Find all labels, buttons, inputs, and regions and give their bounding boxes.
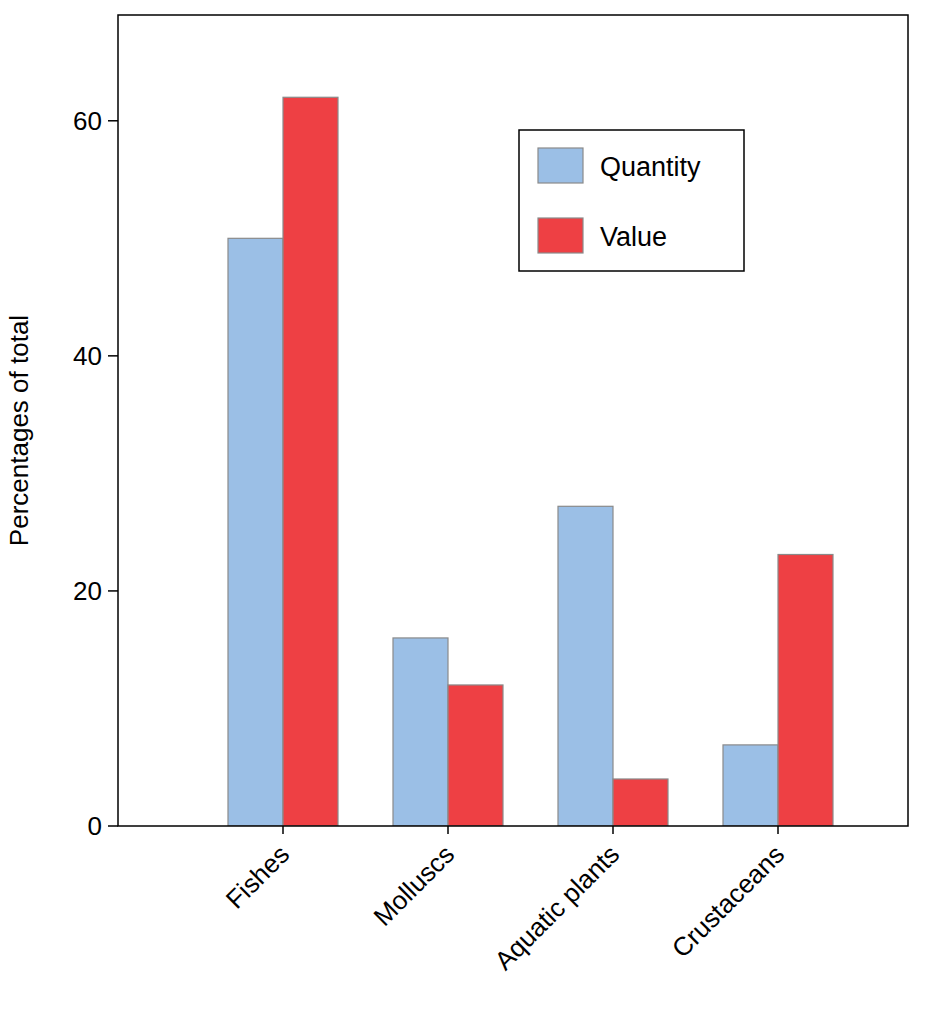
bar xyxy=(228,238,283,826)
plot-frame xyxy=(118,15,908,826)
bar xyxy=(778,554,833,826)
legend-swatch xyxy=(538,218,583,253)
y-tick-label: 0 xyxy=(88,811,102,841)
x-tick xyxy=(282,826,284,834)
y-tick xyxy=(108,590,118,592)
chart-root: 0 20 40 60 Fishes Molluscs Aquatic plants Crust… xyxy=(0,0,950,1017)
y-tick xyxy=(108,355,118,357)
y-tick-label: 40 xyxy=(73,341,102,371)
x-tick xyxy=(447,826,449,834)
legend-label: Value xyxy=(600,222,667,252)
legend: Quantity Value xyxy=(519,130,744,271)
legend-label: Quantity xyxy=(600,152,701,182)
bar xyxy=(558,506,613,826)
bar xyxy=(613,779,668,826)
bar xyxy=(283,97,338,826)
y-tick-label: 20 xyxy=(73,576,102,606)
x-tick-label: Fishes xyxy=(220,839,295,914)
y-tick-label: 60 xyxy=(73,106,102,136)
x-tick xyxy=(777,826,779,834)
bar xyxy=(723,745,778,826)
bar xyxy=(448,685,503,826)
bar xyxy=(393,638,448,826)
legend-box xyxy=(519,130,744,271)
y-tick xyxy=(108,120,118,122)
y-tick xyxy=(108,825,118,827)
x-tick-label: Aquatic plants xyxy=(489,839,626,976)
x-tick-label: Crustaceans xyxy=(666,839,790,963)
bars xyxy=(228,97,833,826)
x-tick xyxy=(612,826,614,834)
chart: 0 20 40 60 Fishes Molluscs Aquatic plants Crust… xyxy=(0,0,950,1017)
y-axis-label: Percentages of total xyxy=(4,315,34,546)
legend-swatch xyxy=(538,148,583,183)
x-tick-label: Molluscs xyxy=(368,839,461,932)
